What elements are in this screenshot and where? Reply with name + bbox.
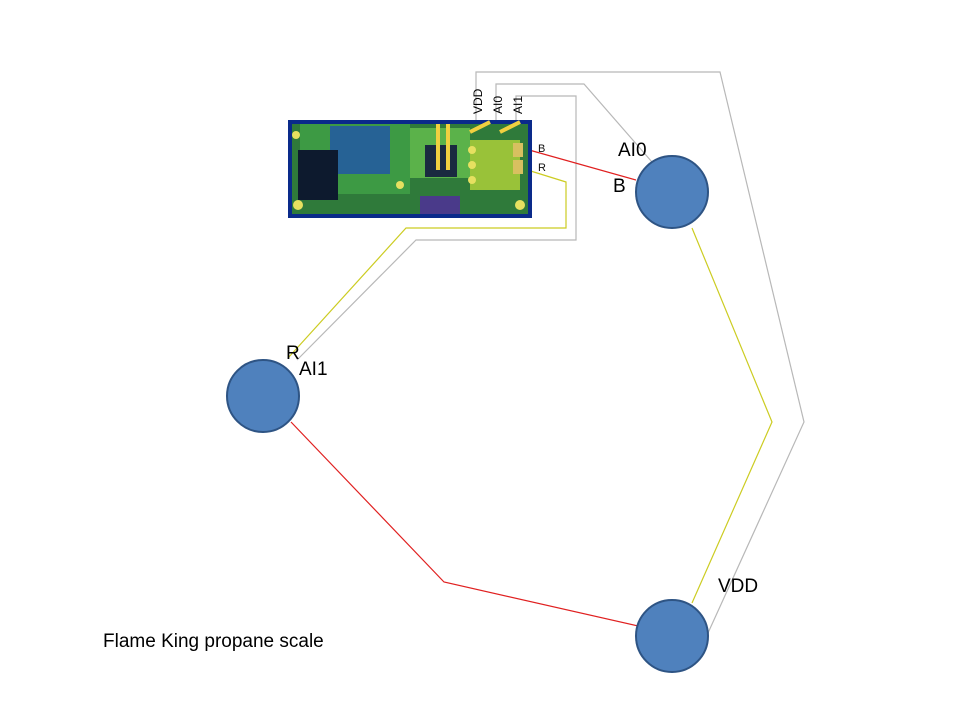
load-cell-node-top-right — [635, 155, 709, 229]
wire-vdd-yellow — [691, 227, 773, 604]
pin-label-ai0: AI0 — [491, 96, 505, 114]
pin-label-vdd: VDD — [471, 88, 485, 114]
diagram-caption: Flame King propane scale — [103, 631, 324, 652]
wire-ai1-gray — [296, 95, 577, 361]
node-label-r: R — [286, 343, 300, 364]
wire-ai0-gray — [495, 83, 653, 163]
node-label-ai1: AI1 — [299, 359, 328, 380]
wire-b-red — [521, 147, 637, 181]
pin-label-r: R — [538, 162, 546, 174]
node-label-vdd: VDD — [718, 576, 758, 597]
pin-label-b: B — [538, 143, 545, 155]
node-label-ai0: AI0 — [618, 140, 647, 161]
wire-vdd-gray — [475, 71, 805, 634]
wire-r-yellow — [287, 167, 567, 359]
load-cell-node-left — [226, 359, 300, 433]
pcb-board: B R — [288, 120, 546, 218]
pin-label-ai1: AI1 — [511, 96, 525, 114]
node-label-b: B — [613, 176, 626, 197]
wire-bottom-red — [290, 421, 639, 627]
load-cell-node-bottom — [635, 599, 709, 673]
